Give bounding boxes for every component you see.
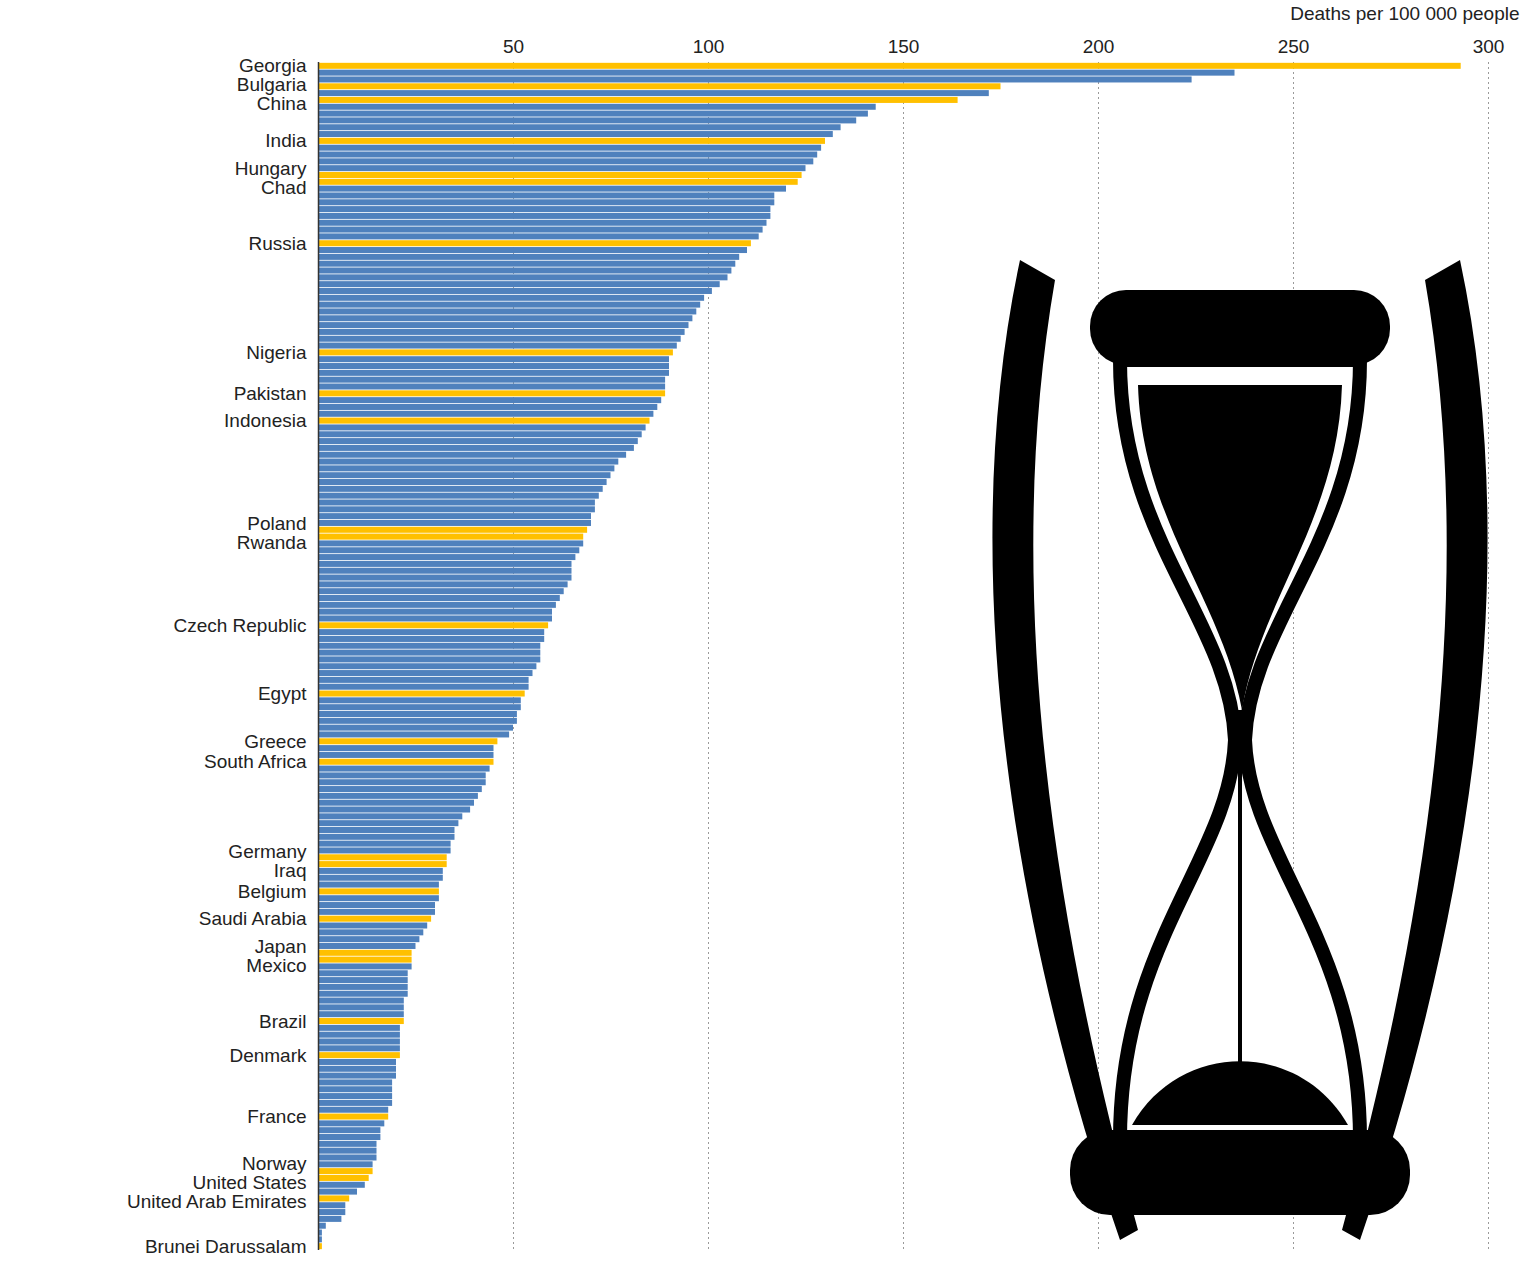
- svg-text:100: 100: [693, 36, 725, 57]
- svg-text:Brunei Darussalam: Brunei Darussalam: [145, 1236, 307, 1257]
- svg-text:Rwanda: Rwanda: [237, 532, 307, 553]
- svg-text:China: China: [257, 93, 307, 114]
- svg-text:Denmark: Denmark: [229, 1045, 307, 1066]
- svg-text:Indonesia: Indonesia: [224, 410, 307, 431]
- svg-text:Georgia: Georgia: [239, 55, 307, 76]
- svg-text:Belgium: Belgium: [238, 881, 307, 902]
- svg-text:Japan: Japan: [255, 936, 307, 957]
- svg-text:United Arab Emirates: United Arab Emirates: [127, 1191, 307, 1212]
- svg-text:Poland: Poland: [247, 513, 306, 534]
- svg-text:France: France: [247, 1106, 306, 1127]
- svg-text:Iraq: Iraq: [274, 860, 307, 881]
- svg-text:Chad: Chad: [261, 177, 306, 198]
- svg-text:50: 50: [503, 36, 524, 57]
- svg-text:Norway: Norway: [242, 1153, 307, 1174]
- svg-text:Mexico: Mexico: [246, 955, 306, 976]
- svg-text:Pakistan: Pakistan: [234, 383, 307, 404]
- svg-text:Czech Republic: Czech Republic: [173, 615, 306, 636]
- svg-text:United States: United States: [192, 1172, 306, 1193]
- svg-text:Saudi Arabia: Saudi Arabia: [199, 908, 307, 929]
- svg-text:250: 250: [1278, 36, 1310, 57]
- svg-text:300: 300: [1473, 36, 1505, 57]
- svg-text:Russia: Russia: [248, 233, 307, 254]
- svg-text:200: 200: [1083, 36, 1115, 57]
- svg-text:150: 150: [888, 36, 920, 57]
- svg-text:Egypt: Egypt: [258, 683, 307, 704]
- svg-text:South Africa: South Africa: [204, 751, 307, 772]
- svg-text:Bulgaria: Bulgaria: [237, 74, 307, 95]
- svg-text:Greece: Greece: [244, 731, 306, 752]
- svg-text:Hungary: Hungary: [235, 158, 307, 179]
- svg-text:India: India: [265, 130, 307, 151]
- svg-text:Deaths per 100 000 people: Deaths per 100 000 people: [1290, 3, 1519, 24]
- svg-text:Germany: Germany: [228, 841, 307, 862]
- svg-text:Nigeria: Nigeria: [246, 342, 307, 363]
- svg-text:Brazil: Brazil: [259, 1011, 307, 1032]
